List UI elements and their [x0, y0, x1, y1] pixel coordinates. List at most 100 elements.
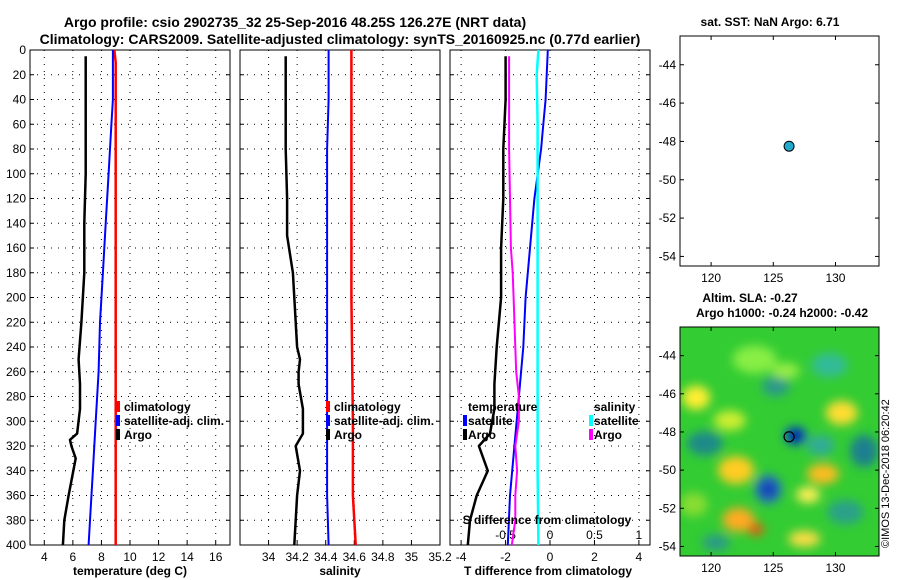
- x-tick-label: 34.6: [343, 550, 367, 564]
- map-y-tick-label: -46: [659, 387, 677, 401]
- header-title-line2: Climatology: CARS2009. Satellite-adjuste…: [40, 31, 641, 47]
- x-tick-label: 10: [123, 550, 137, 564]
- legend-label-climatology: climatology: [124, 400, 191, 414]
- legend-label-satellite: satellite-adj. clim.: [334, 414, 434, 428]
- legend-swatch-argo: [116, 429, 120, 440]
- map-x-tick-label: 120: [701, 561, 721, 575]
- x-tick-label: -2: [500, 550, 511, 564]
- legend-label-climatology: climatology: [334, 400, 401, 414]
- sla-anomaly-blob: [686, 431, 723, 456]
- series-line-s-argo: [508, 56, 520, 546]
- series-line-argo: [284, 56, 305, 546]
- y-tick-label: 80: [13, 142, 27, 156]
- y-tick-label: 260: [6, 365, 26, 379]
- argo-position-marker: [783, 140, 795, 152]
- sla-anomaly-blob: [806, 435, 835, 456]
- legend-swatch-t-satellite: [463, 415, 467, 426]
- salinity-panel: [239, 49, 441, 546]
- y-tick-label: 200: [6, 291, 26, 305]
- legend-label-t-argo: Argo: [468, 428, 496, 442]
- map-x-tick-label: 120: [701, 271, 721, 285]
- temperature-legend: climatology satellite-adj. clim. Argo: [116, 400, 224, 442]
- legend-title-salinity: salinity: [594, 400, 636, 414]
- map-y-tick-label: -54: [659, 539, 677, 553]
- sla-anomaly-blob: [722, 507, 755, 532]
- y-tick-label: 400: [6, 538, 26, 552]
- s-diff-tick-label: 1: [636, 528, 643, 542]
- map-y-tick-label: -52: [659, 211, 677, 225]
- sla-anomaly-blob: [682, 385, 711, 410]
- y-tick-label: 240: [6, 340, 26, 354]
- map-y-tick-label: -48: [659, 134, 677, 148]
- sla-anomaly-blob: [762, 482, 775, 497]
- x-tick-label: 34.2: [285, 550, 309, 564]
- map-x-tick-label: 125: [763, 271, 783, 285]
- s-diff-tick-label: 0: [547, 528, 554, 542]
- sla-title-line1: Altim. SLA: -0.27: [702, 291, 798, 305]
- salinity-axis-label: salinity: [319, 564, 361, 578]
- salinity-legend: climatology satellite-adj. clim. Argo: [326, 400, 434, 442]
- sla-anomaly-blob: [747, 523, 764, 536]
- legend-label-satellite: satellite-adj. clim.: [124, 414, 224, 428]
- map-x-tick-label: 130: [825, 271, 845, 285]
- x-tick-label: 34: [262, 550, 276, 564]
- legend-swatch-argo: [326, 429, 330, 440]
- series-line-satellite-adj-clim-: [87, 50, 114, 546]
- y-tick-label: 160: [6, 241, 26, 255]
- series-line-s-satellite: [535, 49, 540, 546]
- map-x-tick-label: 130: [825, 561, 845, 575]
- legend-swatch-satellite: [326, 415, 330, 426]
- temperature-axis-label: temperature (deg C): [73, 564, 187, 578]
- map-y-tick-label: -52: [659, 501, 677, 515]
- difference-legend-temperature: temperature satellite Argo: [463, 400, 538, 442]
- sst-map-title: sat. SST: NaN Argo: 6.71: [701, 15, 840, 29]
- s-difference-axis-label: S difference from climatology: [463, 513, 632, 527]
- sla-map-frame: [679, 326, 880, 557]
- series-line-argo: [61, 56, 87, 546]
- y-tick-label: 100: [6, 167, 26, 181]
- sla-anomaly-blob: [811, 353, 848, 378]
- legend-swatch-s-argo: [589, 429, 593, 440]
- sla-anomaly-blob: [732, 345, 777, 374]
- x-tick-label: 2: [591, 550, 598, 564]
- legend-label-argo: Argo: [334, 428, 362, 442]
- series-line-satellite-adj-clim-: [326, 50, 330, 546]
- map-y-tick-label: -46: [659, 96, 677, 110]
- sla-anomaly-blob: [796, 486, 821, 503]
- series-line-t-argo: [466, 56, 507, 546]
- sla-anomaly-blob: [717, 456, 754, 485]
- sla-anomaly-blob: [702, 534, 731, 551]
- y-tick-label: 360: [6, 489, 26, 503]
- legend-label-s-satellite: satellite: [594, 414, 639, 428]
- map-y-tick-label: -44: [659, 58, 677, 72]
- x-tick-label: 0: [547, 550, 554, 564]
- x-tick-label: 6: [70, 550, 77, 564]
- map-y-tick-label: -44: [659, 349, 677, 363]
- y-tick-label: 340: [6, 464, 26, 478]
- sla-title-line2: Argo h1000: -0.24 h2000: -0.42: [696, 306, 868, 320]
- x-tick-label: 4: [41, 550, 48, 564]
- sla-anomaly-blob: [771, 362, 800, 379]
- y-tick-label: 380: [6, 513, 26, 527]
- y-tick-label: 60: [13, 117, 27, 131]
- x-tick-label: 34.8: [371, 550, 395, 564]
- sla-anomaly-blob: [680, 492, 708, 517]
- s-diff-tick-label: 0.5: [586, 528, 603, 542]
- y-tick-label: 0: [19, 43, 26, 57]
- legend-label-argo: Argo: [124, 428, 152, 442]
- t-difference-axis-label: T difference from climatology: [464, 564, 632, 578]
- sla-anomaly-blob: [850, 435, 879, 468]
- sla-anomaly-blob: [825, 400, 858, 425]
- legend-swatch-climatology: [116, 401, 120, 412]
- x-tick-label: 16: [209, 550, 223, 564]
- sla-anomaly-blob: [761, 376, 790, 397]
- y-tick-label: 180: [6, 266, 26, 280]
- y-tick-label: 40: [13, 93, 27, 107]
- legend-label-t-satellite: satellite: [468, 414, 513, 428]
- y-tick-label: 220: [6, 315, 26, 329]
- x-tick-label: 14: [180, 550, 194, 564]
- x-tick-label: 8: [98, 550, 105, 564]
- map-y-tick-label: -50: [659, 173, 677, 187]
- y-tick-label: 280: [6, 390, 26, 404]
